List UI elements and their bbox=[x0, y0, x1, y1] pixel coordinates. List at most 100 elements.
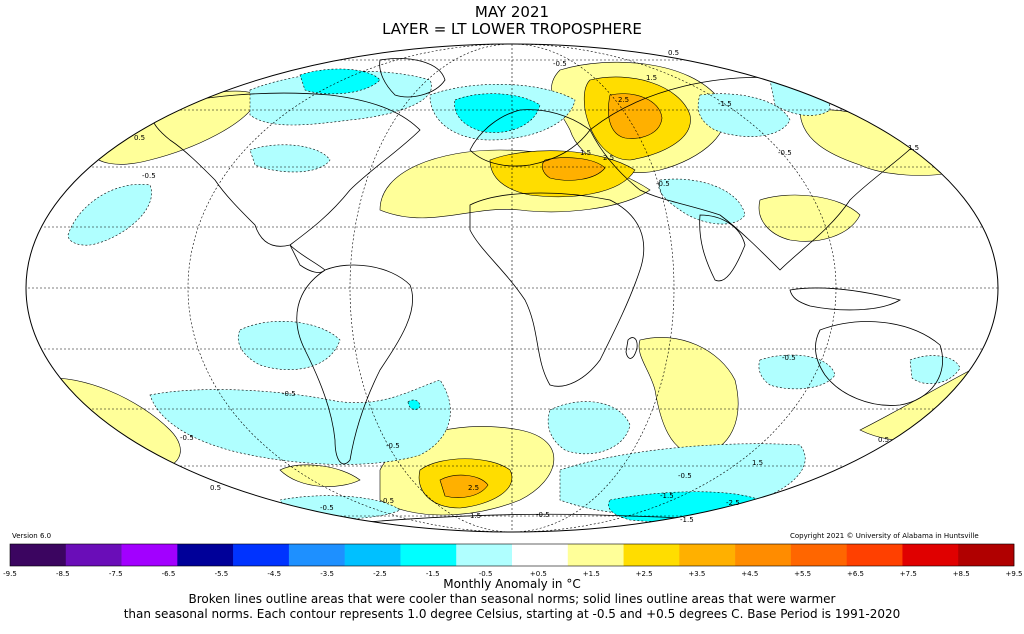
contour-label: -1.5 bbox=[718, 100, 732, 108]
anomaly-map: 0.5 1.5 2.5 1.5 2.5 1.5 0.5 -0.5 -1.5 -0… bbox=[25, 43, 999, 533]
copyright-label: Copyright 2021 © University of Alabama i… bbox=[790, 532, 979, 540]
colorbar-cell bbox=[958, 544, 1015, 566]
colorbar-cells bbox=[9, 543, 1015, 567]
contour-label: 0.5 bbox=[134, 134, 145, 142]
colorbar-tick-label: -8.5 bbox=[56, 570, 70, 578]
warm-area bbox=[758, 194, 861, 242]
colorbar-cell bbox=[400, 544, 457, 566]
colorbar-labels: -9.5 -8.5 -7.5 -6.5 -5.5 -4.5 -3.5 -2.5 -1.5 -0.5… bbox=[3, 570, 1022, 578]
contour-label: -0.5 bbox=[536, 511, 550, 519]
colorbar-cell bbox=[10, 544, 67, 566]
central-america-outline bbox=[289, 244, 326, 273]
cool-area bbox=[658, 178, 746, 225]
new-zealand-outline bbox=[963, 397, 976, 417]
cool-area bbox=[237, 321, 341, 370]
warm-area-strongest bbox=[541, 157, 606, 181]
colorbar-tick-label: -5.5 bbox=[215, 570, 229, 578]
globe-outline bbox=[25, 43, 999, 533]
colorbar-cell bbox=[233, 544, 290, 566]
colorbar-cell bbox=[902, 544, 959, 566]
contour-label: -1.5 bbox=[660, 492, 674, 500]
north-america-outline bbox=[149, 92, 421, 247]
india-outline bbox=[699, 214, 746, 282]
contour-label: -0.5 bbox=[180, 434, 194, 442]
colorbar-cell bbox=[735, 544, 792, 566]
contour-label: 1.5 bbox=[752, 459, 763, 467]
warm-area bbox=[29, 377, 181, 471]
version-label: Version 6.0 bbox=[12, 532, 52, 540]
south-america-outline bbox=[296, 264, 414, 465]
contour-label: 0.5 bbox=[878, 436, 889, 444]
colorbar-cell bbox=[344, 544, 401, 566]
contour-label: 1.5 bbox=[580, 149, 591, 157]
contour-label: -2.5 bbox=[726, 499, 740, 507]
colorbar-tick-label: -7.5 bbox=[109, 570, 123, 578]
colorbar-tick-label: +3.5 bbox=[688, 570, 705, 578]
indonesia-outline bbox=[789, 287, 902, 311]
warm-area bbox=[89, 90, 261, 165]
colorbar-cell bbox=[177, 544, 234, 566]
map-subtitle: LAYER = LT LOWER TROPOSPHERE bbox=[382, 20, 642, 38]
colorbar-tick-label: +5.5 bbox=[794, 570, 811, 578]
anomaly-fields bbox=[29, 61, 998, 522]
contour-label: -0.5 bbox=[678, 472, 692, 480]
contour-label: 1.5 bbox=[470, 512, 481, 520]
contour-labels: 0.5 1.5 2.5 1.5 2.5 1.5 0.5 -0.5 -1.5 -0… bbox=[134, 49, 919, 524]
cool-area bbox=[909, 355, 961, 385]
colorbar-units-label: Monthly Anomaly in °C bbox=[443, 577, 581, 591]
cool-area bbox=[149, 379, 451, 465]
contour-label: 0.5 bbox=[383, 497, 394, 505]
caption-line-2: than seasonal norms. Each contour repres… bbox=[123, 607, 901, 621]
colorbar-tick-label: +9.5 bbox=[1006, 570, 1023, 578]
colorbar-tick-label: -1.5 bbox=[426, 570, 440, 578]
contour-label: -1.5 bbox=[680, 516, 694, 524]
contour-label: 2.5 bbox=[618, 96, 629, 104]
cool-area bbox=[758, 354, 836, 390]
cool-area-strong bbox=[407, 399, 421, 411]
colorbar: -9.5 -8.5 -7.5 -6.5 -5.5 -4.5 -3.5 -2.5 -1.5 -0.5… bbox=[3, 543, 1023, 578]
contour-label: -0.5 bbox=[656, 180, 670, 188]
africa-outline bbox=[469, 192, 644, 387]
colorbar-tick-label: -2.5 bbox=[373, 570, 387, 578]
contour-label: -0.5 bbox=[282, 390, 296, 398]
greenland-outline bbox=[379, 58, 446, 98]
contour-label: -0.5 bbox=[553, 60, 567, 68]
cool-area bbox=[697, 93, 791, 137]
colorbar-tick-label: -6.5 bbox=[162, 570, 176, 578]
contour-label: -0.5 bbox=[782, 354, 796, 362]
warm-area-strongest bbox=[608, 93, 663, 139]
contour-label: -0.5 bbox=[386, 442, 400, 450]
contour-label: 1.5 bbox=[908, 144, 919, 152]
contour-label: -0.5 bbox=[142, 172, 156, 180]
colorbar-tick-label: -0.5 bbox=[479, 570, 493, 578]
colorbar-tick-label: +0.5 bbox=[530, 570, 547, 578]
contour-label: 0.5 bbox=[210, 484, 221, 492]
colorbar-cell bbox=[512, 544, 569, 566]
colorbar-tick-label: -3.5 bbox=[320, 570, 334, 578]
colorbar-tick-label: +6.5 bbox=[847, 570, 864, 578]
colorbar-cell bbox=[790, 544, 847, 566]
contour-label: 0.5 bbox=[668, 49, 679, 57]
warm-area bbox=[799, 109, 961, 176]
contour-label: -0.5 bbox=[320, 504, 334, 512]
colorbar-cell bbox=[679, 544, 736, 566]
caption-line-1: Broken lines outline areas that were coo… bbox=[188, 592, 836, 606]
madagascar-outline bbox=[625, 337, 638, 359]
colorbar-tick-label: +7.5 bbox=[900, 570, 917, 578]
colorbar-cell bbox=[121, 544, 178, 566]
colorbar-cell bbox=[623, 544, 680, 566]
contour-label: 1.5 bbox=[646, 74, 657, 82]
colorbar-outline bbox=[9, 543, 1015, 567]
colorbar-cell bbox=[567, 544, 624, 566]
australia-outline bbox=[815, 321, 943, 406]
warm-area bbox=[279, 464, 361, 487]
colorbar-tick-label: +1.5 bbox=[583, 570, 600, 578]
antarctica-outline bbox=[299, 513, 841, 531]
cool-area-strong bbox=[299, 68, 381, 95]
contour-label: 2.5 bbox=[468, 484, 479, 492]
cool-area bbox=[249, 144, 331, 173]
colorbar-tick-label: -4.5 bbox=[267, 570, 281, 578]
warm-area-strongest bbox=[439, 474, 489, 498]
contour-label: -0.5 bbox=[778, 149, 792, 157]
cool-area bbox=[547, 401, 631, 455]
